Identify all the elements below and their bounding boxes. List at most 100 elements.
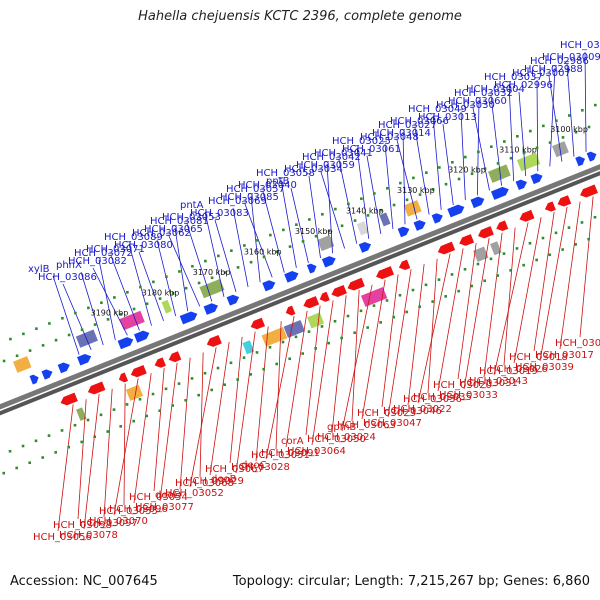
reverse-gene-arrow: [347, 277, 365, 291]
leader-line: [414, 127, 430, 215]
leader-line: [250, 195, 261, 283]
forward-gene-label: xylB: [28, 264, 50, 275]
leader-line: [432, 115, 442, 210]
tick-dot: [132, 419, 136, 423]
feature-box: [490, 241, 502, 256]
tick-dot: [593, 215, 597, 219]
tick-dot: [2, 359, 6, 363]
leader-line: [311, 300, 334, 446]
forward-gene-arrow: [490, 186, 509, 200]
forward-gene-label: HCH_03059: [296, 160, 355, 171]
forward-gene-arrow: [117, 337, 134, 350]
leader-line: [341, 284, 373, 432]
tick-dot: [275, 250, 279, 254]
leader-line: [366, 155, 382, 235]
leader-line: [559, 201, 581, 350]
tick-dot: [177, 382, 181, 385]
forward-gene-label: HCH_03061: [342, 144, 401, 155]
reverse-gene-label: HCH_03023: [357, 408, 416, 419]
tick-dot: [210, 276, 214, 280]
leader-line: [584, 51, 587, 152]
tick-dot: [204, 259, 207, 263]
leader-line: [156, 239, 177, 317]
backbone-line: [0, 171, 600, 416]
reverse-gene-arrow: [60, 392, 78, 406]
tick-dot: [314, 347, 317, 350]
tick-dot: [489, 257, 493, 261]
tick-dot: [314, 234, 318, 238]
forward-gene-label: HCH_03083: [190, 208, 249, 219]
forward-gene-label: HCH_03034: [284, 164, 343, 175]
tick-dot: [41, 456, 45, 459]
tick-dot: [359, 309, 363, 313]
tick-dot: [516, 134, 519, 138]
tick-dot: [405, 310, 408, 314]
reverse-gene-label: HCH_03017: [535, 350, 594, 361]
leader-line: [463, 237, 490, 390]
reverse-gene-label: HCH_03078: [59, 530, 118, 541]
tick-dot: [171, 404, 174, 407]
tick-dot: [119, 312, 123, 316]
tick-dot: [307, 330, 311, 333]
kbp-tick-label: 3170 kbp: [193, 268, 231, 277]
forward-gene-arrow: [447, 204, 465, 218]
tick-dot: [229, 361, 233, 365]
leader-line: [168, 235, 201, 307]
reverse-gene-arrow: [376, 266, 395, 280]
feature-box: [76, 407, 87, 421]
forward-gene-arrow: [133, 330, 150, 343]
forward-gene-label: phnX: [56, 260, 82, 271]
leader-line: [92, 267, 128, 336]
reverse-gene-label: HCH_03054: [129, 492, 188, 503]
tick-dot: [35, 327, 38, 330]
leader-line: [351, 290, 360, 422]
forward-gene-arrow: [586, 151, 597, 162]
tick-dot: [321, 212, 324, 216]
feature-box: [199, 278, 225, 299]
forward-gene-label: HCH_03014: [372, 128, 431, 139]
feature-box: [307, 312, 325, 329]
leader-line: [262, 191, 285, 273]
tick-dot: [542, 124, 545, 128]
tick-dot: [470, 172, 474, 176]
kbp-tick-label: 3180 kbp: [142, 288, 180, 297]
tick-dot: [99, 413, 103, 417]
forward-gene-label: HCH_03009: [542, 52, 600, 63]
forward-gene-arrow: [431, 213, 443, 224]
leader-line: [204, 211, 225, 297]
tick-dot: [490, 145, 493, 148]
leader-line: [305, 305, 321, 436]
tick-dot: [262, 255, 266, 259]
tick-dot: [73, 423, 77, 427]
feature-box: [161, 299, 172, 314]
leader-line: [285, 310, 308, 448]
tick-dot: [86, 418, 90, 422]
reverse-gene-arrow: [398, 259, 411, 270]
tick-dot: [132, 307, 136, 311]
tick-dot: [373, 192, 376, 195]
leader-line: [427, 258, 438, 394]
tick-dot: [320, 325, 324, 328]
forward-gene-label: HCH_03060: [448, 96, 507, 107]
leader-line: [174, 227, 189, 312]
forward-gene-arrow: [306, 263, 317, 274]
leader-line: [407, 263, 425, 406]
tick-dot: [444, 182, 448, 186]
tick-dot: [327, 341, 330, 345]
tick-dot: [256, 238, 259, 242]
reverse-gene-label: HCH_03015: [555, 338, 600, 349]
leader-line: [138, 251, 164, 322]
tick-dot: [496, 162, 500, 165]
reverse-gene-label: HCH_03043: [469, 376, 528, 387]
forward-gene-label: HCH_03082: [68, 256, 127, 267]
reverse-gene-label: HCH_03047: [363, 418, 422, 429]
tick-dot: [483, 279, 486, 283]
reverse-gene-arrow: [496, 220, 509, 232]
leader-line: [579, 196, 594, 338]
feature-box: [75, 329, 98, 348]
leader-line: [396, 139, 418, 220]
tick-dot: [503, 140, 506, 143]
forward-gene-arrow: [179, 311, 198, 325]
tick-dot: [48, 322, 51, 325]
reverse-gene-arrow: [168, 351, 182, 363]
